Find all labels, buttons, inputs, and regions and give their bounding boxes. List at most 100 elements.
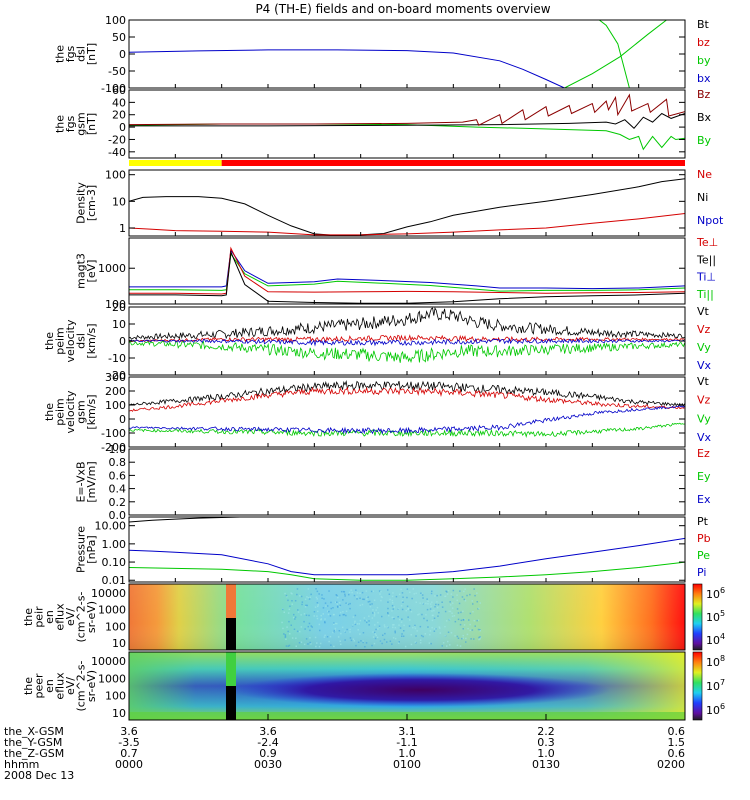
ion-speckle	[345, 610, 348, 612]
ion-speckle	[360, 640, 362, 642]
ion-speckle	[403, 630, 405, 632]
ion-speckle	[333, 623, 335, 625]
x-axis-row-name: the_X-GSM	[4, 725, 64, 738]
ion-speckle	[456, 644, 459, 647]
ion-speckle	[386, 626, 389, 628]
y-axis-label-ion_spec: en	[43, 610, 56, 624]
ion-speckle	[391, 595, 394, 598]
ion-speckle	[451, 607, 454, 609]
ion-speckle	[418, 613, 420, 615]
ion-speckle	[426, 598, 428, 600]
y-tick-label-fgs_dsl: 0	[119, 48, 126, 61]
ion-speckle	[444, 635, 446, 637]
ion-speckle	[357, 629, 359, 631]
x-axis-annotation: the_X-GSM 3.6 3.6 3.1 2.2 0.6 the_Y-GSM -3.5 -2.…	[4, 714, 686, 782]
ion-speckle	[401, 635, 403, 637]
ion-speckle	[281, 621, 283, 624]
ion-speckle	[309, 637, 311, 639]
y-tick-label-fgs_dsl: 50	[112, 31, 126, 44]
ion-speckle	[398, 624, 400, 626]
ion-speckle	[466, 633, 469, 636]
x-axis-value: 2.2	[537, 725, 555, 738]
ion-speckle	[422, 597, 424, 599]
ion-speckle	[452, 596, 454, 598]
ion-speckle	[324, 621, 326, 624]
mode-bar-segment-red	[221, 160, 685, 166]
ion-speckle	[316, 602, 319, 604]
y-tick-label-pressure: 10.00	[95, 520, 127, 533]
series-line-velocity_dsl-1	[129, 339, 685, 364]
ion-speckle	[412, 588, 414, 590]
ion-speckle	[393, 606, 395, 608]
y-tick-label-temperature: 100	[105, 298, 126, 311]
panel-temperature: 1000 100 magt3[eV] Te⊥ Te|| Ti⊥ Ti||	[75, 236, 719, 311]
series-line-velocity_gsm-0	[129, 379, 685, 407]
ion-speckle	[380, 595, 383, 598]
ion-speckle	[407, 616, 409, 618]
mode-bar-segment-yellow	[129, 160, 222, 166]
ion-speckle	[441, 601, 443, 603]
y-axis-label-fgs_dsl: dsl	[75, 46, 88, 62]
ion-speckle	[373, 611, 375, 614]
y-axis-label-fgs_dsl: fgs	[64, 45, 77, 62]
ion-speckle	[414, 625, 416, 628]
ion-speckle	[317, 605, 319, 608]
y-axis-label-fgs_gsm: the	[54, 115, 67, 133]
y-tick-label-electron_spec: 100	[105, 690, 126, 703]
ion-speckle	[330, 601, 332, 604]
ion-speckle	[437, 603, 440, 606]
ion-speckle	[362, 598, 364, 600]
ion-speckle	[464, 600, 467, 602]
ion-speckle	[424, 633, 427, 635]
ion-speckle	[416, 630, 418, 632]
ion-speckle	[462, 619, 464, 621]
ion-speckle	[363, 598, 365, 601]
ion-speckle	[309, 629, 311, 632]
ion-speckle	[344, 595, 346, 597]
series-line-fgs_gsm-0	[129, 123, 685, 151]
ion-speckle	[340, 643, 342, 645]
ion-speckle	[350, 589, 352, 591]
x-axis-value: 1.0	[537, 747, 555, 760]
ion-speckle	[473, 588, 475, 590]
x-axis-value: 3.6	[259, 725, 277, 738]
ion-speckle	[318, 645, 321, 648]
ion-speckle	[316, 590, 319, 593]
ion-speckle	[328, 610, 330, 613]
y-tick-label-fgs_dsl: -100	[101, 82, 126, 95]
ion-speckle	[477, 619, 480, 621]
ion-speckle	[415, 592, 417, 595]
legend-entry-velocity_dsl: Vx	[697, 359, 712, 372]
ion-speckle	[373, 599, 376, 601]
x-axis-value: 0.9	[259, 747, 277, 760]
legend-entry-density: Ne	[697, 168, 712, 181]
ion-speckle	[431, 610, 433, 612]
ion-speckle	[379, 640, 382, 642]
ion-speckle	[318, 593, 320, 595]
ion-speckle	[357, 641, 360, 643]
ion-speckle	[399, 627, 402, 629]
legend-entry-pressure: Pt	[697, 515, 709, 528]
ion-speckle	[365, 642, 368, 644]
ion-speckle	[349, 628, 351, 631]
ion-speckle	[375, 609, 377, 611]
ion-speckle	[368, 615, 370, 617]
ion-speckle	[448, 618, 451, 621]
ion-speckle	[468, 619, 470, 621]
ion-speckle	[366, 598, 368, 600]
ion-speckle	[305, 604, 307, 607]
legend-entry-fgs_dsl: bx	[697, 72, 711, 85]
ion-speckle	[436, 594, 438, 597]
ion-speckle	[427, 626, 429, 628]
panel-velocity_dsl: 20100-10-20thepeimvelocitydsl[km/s]VtVzV…	[43, 301, 712, 382]
ion-speckle	[349, 602, 351, 605]
x-axis-value: 0100	[393, 758, 421, 771]
ion-speckle	[420, 592, 422, 594]
colorbars	[692, 583, 703, 721]
x-axis-value: 0200	[657, 758, 685, 771]
legend-entry-fgs_dsl: Bt	[697, 18, 710, 31]
ion-speckle	[377, 621, 379, 624]
ion-speckle	[333, 629, 336, 632]
ion-speckle	[337, 606, 339, 608]
ion-speckle	[476, 592, 478, 594]
